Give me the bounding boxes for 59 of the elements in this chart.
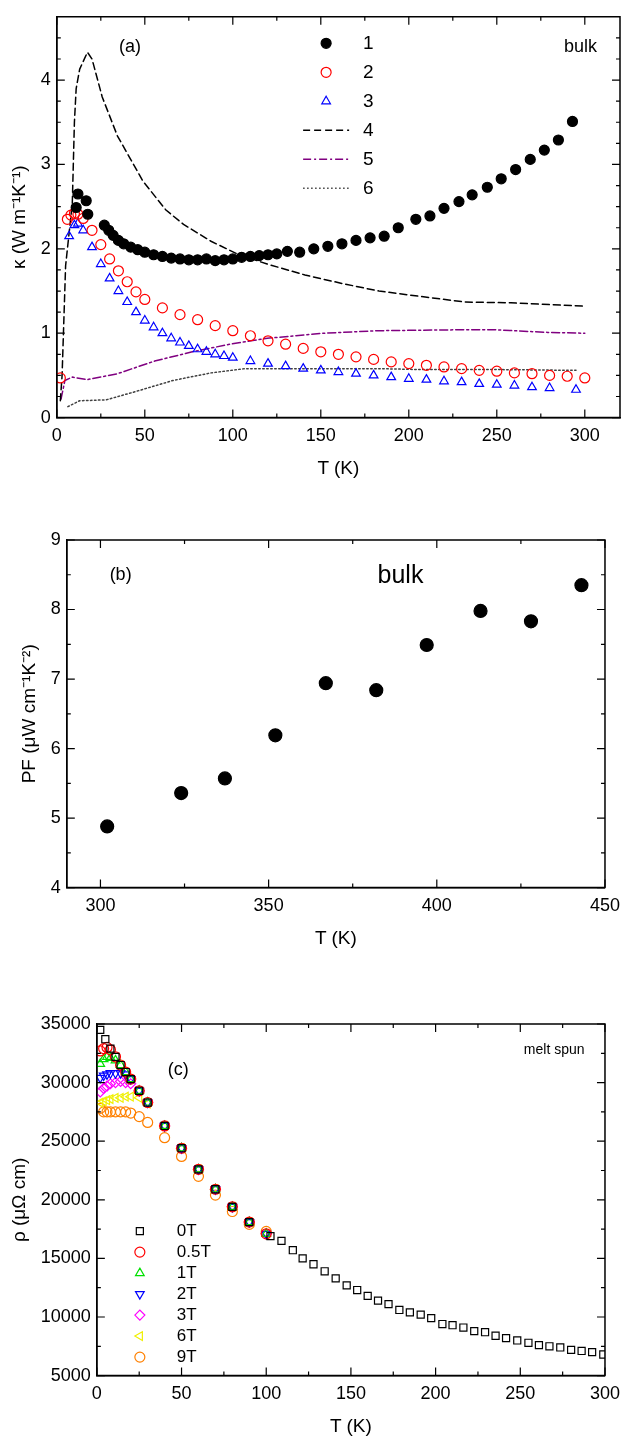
legend-label: 1 <box>363 31 374 53</box>
legend-label: 4 <box>363 118 375 140</box>
y-tick-label: 3 <box>40 153 51 174</box>
legend-label: 6 <box>363 176 374 198</box>
x-tick-label: 450 <box>589 895 621 916</box>
y-tick-label: 1 <box>40 322 51 343</box>
legend-label: 6T <box>176 1325 197 1345</box>
y-tick-label: 4 <box>40 69 51 90</box>
annotation: melt spun <box>523 1041 585 1058</box>
y-tick-label: 0 <box>40 406 51 427</box>
y-tick-label: 5 <box>50 807 61 828</box>
legend-label: 1T <box>176 1262 197 1282</box>
text: (b) <box>109 563 132 584</box>
x-tick-label: 400 <box>421 895 452 916</box>
x-tick-label: 50 <box>171 1383 192 1404</box>
legend-label: 3 <box>363 89 374 111</box>
x-axis-title: T (K) <box>329 1414 372 1436</box>
x-axis-title: T (K) <box>314 926 357 948</box>
x-tick-label: 300 <box>85 895 116 916</box>
x-tick-label: 200 <box>420 1383 451 1404</box>
y-tick-label: 20000 <box>40 1188 91 1209</box>
x-tick-label: 100 <box>251 1383 282 1404</box>
text: (c) <box>167 1058 189 1079</box>
y-tick-label: 6 <box>50 737 61 758</box>
legend-label: 0.5T <box>176 1241 211 1261</box>
y-tick-label: 9 <box>50 528 61 549</box>
x-tick-label: 50 <box>134 425 155 446</box>
annotation: bulk <box>564 35 599 56</box>
y-tick-label: 15000 <box>40 1247 91 1268</box>
y-tick-label: 2 <box>40 237 51 258</box>
y-tick-label: 30000 <box>40 1071 91 1092</box>
x-tick-label: 300 <box>589 1383 621 1404</box>
x-axis-title: T (K) <box>317 456 360 478</box>
y-axis-title: κ (W m⁻¹K⁻¹) <box>7 165 29 270</box>
x-tick-label: 250 <box>481 425 512 446</box>
x-tick-label: 350 <box>253 895 284 916</box>
legend-label: 9T <box>176 1346 197 1366</box>
y-tick-label: 25000 <box>40 1130 91 1151</box>
x-tick-label: 100 <box>217 425 248 446</box>
y-tick-label: 5000 <box>50 1364 91 1385</box>
x-tick-label: 150 <box>305 425 336 446</box>
legend-label: 5 <box>363 147 374 169</box>
legend-label: 0T <box>176 1220 197 1240</box>
y-tick-label: 4 <box>50 876 61 897</box>
y-axis-title: PF (μW cm⁻¹K⁻²) <box>17 644 39 784</box>
y-tick-label: 10000 <box>40 1305 91 1326</box>
y-tick-label: 8 <box>50 598 61 619</box>
y-tick-label: 7 <box>50 668 61 689</box>
legend-label: 2 <box>363 60 374 82</box>
legend-label: 2T <box>176 1283 197 1303</box>
legend-label: 3T <box>176 1304 197 1324</box>
x-tick-label: 150 <box>335 1383 366 1404</box>
annotation: bulk <box>377 560 424 589</box>
x-tick-label: 200 <box>393 425 424 446</box>
text: (a) <box>119 35 142 56</box>
x-tick-label: 250 <box>505 1383 536 1404</box>
y-axis-title: ρ (μΩ cm) <box>7 1157 29 1243</box>
x-tick-label: 300 <box>569 425 600 446</box>
y-tick-label: 35000 <box>40 1012 91 1033</box>
